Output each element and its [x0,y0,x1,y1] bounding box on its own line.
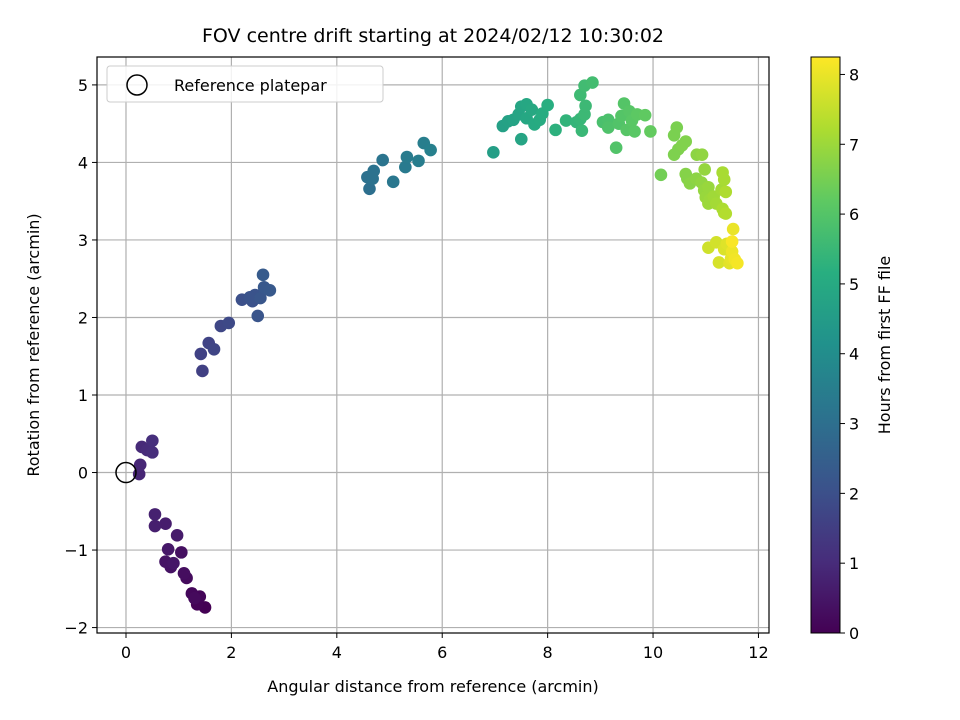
data-point [695,148,709,161]
data-point [263,284,277,297]
reference-point [115,461,137,484]
data-point [386,175,400,189]
data-point [399,160,412,174]
data-point [726,222,740,236]
y-tick-label: 1 [78,386,88,405]
data-point [148,508,162,521]
data-point [376,153,389,167]
colorbar-label: Hours from first FF file [875,256,894,435]
grid-lines [97,57,769,633]
y-tick-label: 5 [78,76,88,95]
colorbar-tick-label: 6 [849,205,859,224]
x-axis-ticks: 0 2 4 6 8 10 12 [121,633,769,662]
legend-label: Reference platepar [174,76,327,95]
data-point [541,98,554,112]
data-point [525,103,539,117]
data-point [222,316,236,330]
data-point [196,364,209,378]
x-tick-label: 4 [332,643,342,662]
data-point [175,546,188,559]
data-point [575,124,589,137]
y-axis-ticks: −2 −1 0 1 2 3 4 5 [64,76,97,638]
data-point [628,125,641,138]
colorbar-tick-label: 2 [849,484,859,503]
data-point [256,268,270,282]
data-point [559,114,573,127]
colorbar-tick-label: 5 [849,275,859,294]
data-point [188,591,201,605]
data-point [161,542,175,556]
data-point [366,172,379,186]
data-point [487,146,500,159]
y-tick-label: 2 [78,308,88,327]
x-tick-label: 8 [543,643,553,662]
data-point [363,182,376,196]
y-axis-label: Rotation from reference (arcmin) [24,213,43,476]
data-point [243,291,257,304]
data-point [654,168,668,182]
legend: Reference platepar [106,65,384,103]
data-point [177,567,191,580]
colorbar-tick-label: 3 [849,415,859,434]
data-point [586,76,599,89]
data-point [702,180,715,194]
data-point [549,123,562,137]
y-tick-label: 4 [78,153,88,172]
data-point [133,458,147,472]
x-tick-label: 6 [437,643,447,662]
colorbar: 0 1 2 3 4 5 6 7 8 Hours from first FF file [810,56,894,643]
colorbar-tick-label: 8 [849,65,859,84]
data-point [254,291,267,305]
data-point [644,125,657,138]
data-point [609,141,623,155]
data-point [579,99,592,113]
data-point [719,185,733,199]
colorbar-tick-label: 7 [849,135,859,154]
x-tick-label: 2 [226,643,236,662]
data-point [712,256,726,269]
data-point [679,135,693,148]
colorbar-tick-label: 0 [849,624,859,643]
y-tick-label: −2 [64,619,88,638]
data-point [159,517,172,530]
data-point [194,347,208,361]
x-axis-label: Angular distance from reference (arcmin) [267,677,598,696]
colorbar-tick-label: 1 [849,554,859,573]
legend-marker-icon [126,74,148,96]
data-point [725,235,739,248]
data-point [719,207,733,220]
data-point [207,342,221,356]
data-point [146,434,159,448]
plot-frame [96,56,770,634]
y-tick-label: 3 [78,231,88,250]
x-tick-label: 0 [121,643,131,662]
y-tick-label: 0 [78,464,88,483]
colorbar-tick-label: 4 [849,345,859,364]
legend-box [106,65,384,103]
data-point [670,121,684,134]
data-point [251,309,265,323]
colorbar-ticks: 0 1 2 3 4 5 6 7 8 [840,65,859,643]
data-point [731,256,744,270]
data-point [167,556,180,570]
data-point [424,143,437,157]
x-tick-label: 12 [748,643,768,662]
data-point [514,132,528,146]
data-point [148,519,162,533]
data-point [170,529,184,542]
data-point [698,163,711,176]
x-tick-label: 10 [643,643,663,662]
data-point [400,150,414,164]
data-point [638,108,652,122]
y-tick-label: −1 [64,541,88,560]
chart-title: FOV centre drift starting at 2024/02/12 … [202,25,664,47]
colorbar-gradient [810,56,841,634]
data-points [115,76,744,614]
data-point [717,173,731,186]
data-point [146,446,159,459]
data-point [412,154,425,168]
data-point [601,121,615,134]
